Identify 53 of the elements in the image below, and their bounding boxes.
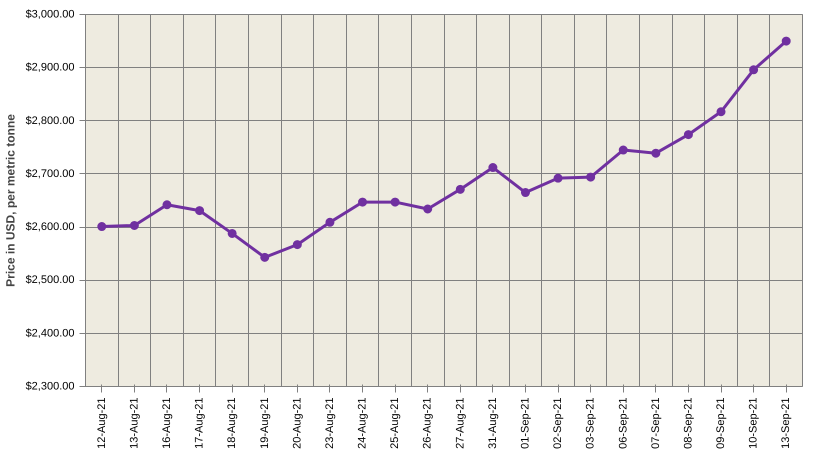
point	[520, 188, 530, 198]
x-tick-label: 08-Sep-21	[682, 397, 694, 449]
point	[618, 146, 628, 155]
point	[456, 184, 465, 194]
x-tick-label: 01-Sep-21	[519, 397, 532, 449]
x-tick-label: 31-Aug-21	[486, 397, 499, 449]
y-tick-label: $2,300.00	[26, 380, 74, 392]
point	[586, 172, 596, 182]
x-tick-label: 10-Sep-21	[748, 397, 760, 449]
x-tick-label: 17-Aug-21	[194, 397, 206, 449]
point	[390, 198, 400, 207]
point	[97, 222, 106, 232]
y-tick-label: $3,000.00	[26, 8, 74, 20]
x-tick-label: 12-Aug-21	[96, 397, 108, 449]
point	[716, 107, 726, 116]
point	[162, 200, 172, 210]
y-tick-label: $2,700.00	[26, 168, 74, 180]
x-tick-label: 09-Sep-21	[715, 397, 728, 449]
point	[195, 206, 204, 216]
y-tick-label: $2,900.00	[26, 62, 74, 74]
point	[488, 163, 498, 172]
x-tick-label: 23-Aug-21	[324, 397, 336, 449]
point	[130, 220, 139, 230]
x-tick-label: 18-Aug-21	[226, 397, 238, 449]
point	[358, 198, 368, 207]
point	[423, 204, 432, 214]
x-tick-label: 07-Sep-21	[650, 397, 662, 449]
y-tick-label: $2,800.00	[26, 114, 74, 127]
point	[749, 65, 758, 74]
x-tick-label: 20-Aug-21	[291, 397, 304, 449]
x-tick-label: 27-Aug-21	[454, 397, 466, 449]
point	[554, 174, 563, 183]
x-tick-label: 03-Sep-21	[584, 397, 597, 449]
x-tick-label: 26-Aug-21	[422, 397, 434, 449]
y-axis-title: Price in USD, per metric tonne	[4, 114, 18, 287]
x-tick-label: 19-Aug-21	[258, 397, 271, 449]
point	[228, 228, 237, 238]
point	[325, 218, 334, 227]
point	[260, 252, 270, 262]
x-tick-label: 13-Aug-21	[128, 397, 140, 449]
y-tick-label: $2,600.00	[26, 221, 74, 234]
point	[684, 130, 693, 140]
y-tick-label: $2,500.00	[26, 274, 74, 286]
point	[782, 36, 791, 46]
x-tick-label: 06-Sep-21	[617, 397, 630, 449]
x-tick-label: 16-Aug-21	[160, 397, 173, 449]
y-tick-label: $2,400.00	[26, 327, 74, 340]
point	[292, 240, 302, 250]
x-tick-label: 02-Sep-21	[552, 397, 564, 449]
x-tick-label: 24-Aug-21	[356, 397, 369, 449]
point	[651, 148, 660, 158]
x-tick-label: 25-Aug-21	[389, 397, 402, 449]
x-tick-label: 13-Sep-21	[780, 397, 792, 449]
